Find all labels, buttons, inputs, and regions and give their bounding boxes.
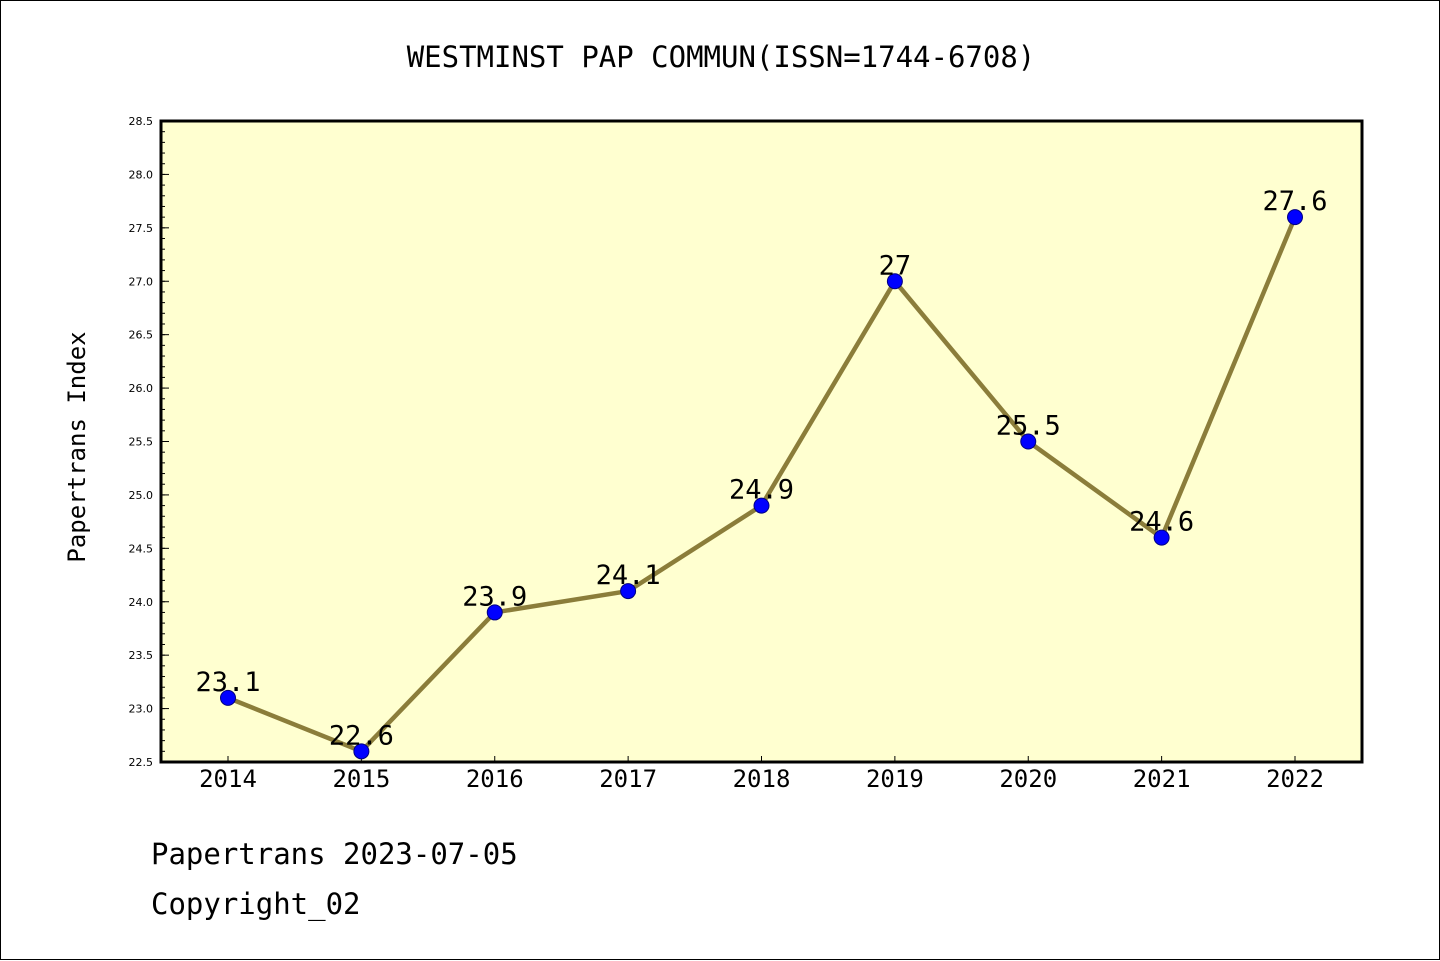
data-point-2018 [753,497,770,514]
data-point-2016 [486,604,503,621]
plot-area [159,119,1364,764]
data-point-2019 [886,273,903,290]
x-tick-label: 2019 [866,765,924,793]
y-tick-label: 23.5 [129,649,154,662]
data-points [220,209,1303,760]
x-tick-label: 2014 [199,765,257,793]
x-tick-label: 2016 [466,765,524,793]
data-label-2020: 25.5 [996,411,1061,442]
y-tick-label: 28.0 [129,168,154,181]
data-point-2015 [353,743,370,760]
x-tick-label: 2021 [1133,765,1191,793]
footer-date-line: Papertrans 2023-07-05 [151,837,518,871]
data-label-2017: 24.1 [596,560,661,591]
y-tick-label: 26.5 [129,329,154,342]
y-tick-label: 22.5 [129,756,154,769]
x-tick-label: 2022 [1266,765,1324,793]
y-tick-label: 24.0 [129,596,154,609]
data-labels: 23.1 22.6 23.9 24.1 24.9 27 25.5 24.6 27.6 [195,186,1327,751]
data-label-2015: 22.6 [329,720,394,751]
y-tick-label: 27.0 [129,275,154,288]
y-tick-label: 27.5 [129,222,154,235]
x-tick-label: 2015 [332,765,390,793]
data-point-2014 [220,689,236,706]
y-axis: 22.5 23.0 23.5 24.0 24.5 25.0 25.5 26.0 26.5 27.0… [129,115,169,769]
data-point-2021 [1153,529,1170,546]
data-label-2019: 27 [879,250,912,281]
y-tick-label: 25.0 [129,489,154,502]
data-label-2016: 23.9 [462,581,527,612]
data-point-2017 [620,583,637,600]
y-tick-label: 28.5 [129,115,154,128]
chart-title: WESTMINST PAP COMMUN(ISSN=1744-6708) [407,40,1036,74]
data-label-2022: 27.6 [1262,186,1327,217]
y-axis-label: Papertrans Index [63,331,91,562]
data-label-2018: 24.9 [729,475,794,506]
data-point-2022 [1287,209,1303,226]
data-point-2020 [1020,433,1037,450]
data-label-2014: 23.1 [195,667,260,698]
y-tick-label: 24.5 [129,542,154,555]
x-axis: 2014 2015 2016 2017 2018 2019 2020 2021 2022 [199,756,1324,793]
x-tick-label: 2017 [599,765,657,793]
y-tick-label: 23.0 [129,703,154,716]
x-tick-label: 2018 [733,765,791,793]
footer-copyright: Copyright_02 [151,887,361,921]
y-tick-label: 26.0 [129,382,154,395]
data-label-2021: 24.6 [1129,507,1194,538]
x-tick-label: 2020 [999,765,1057,793]
y-tick-label: 25.5 [129,436,154,449]
